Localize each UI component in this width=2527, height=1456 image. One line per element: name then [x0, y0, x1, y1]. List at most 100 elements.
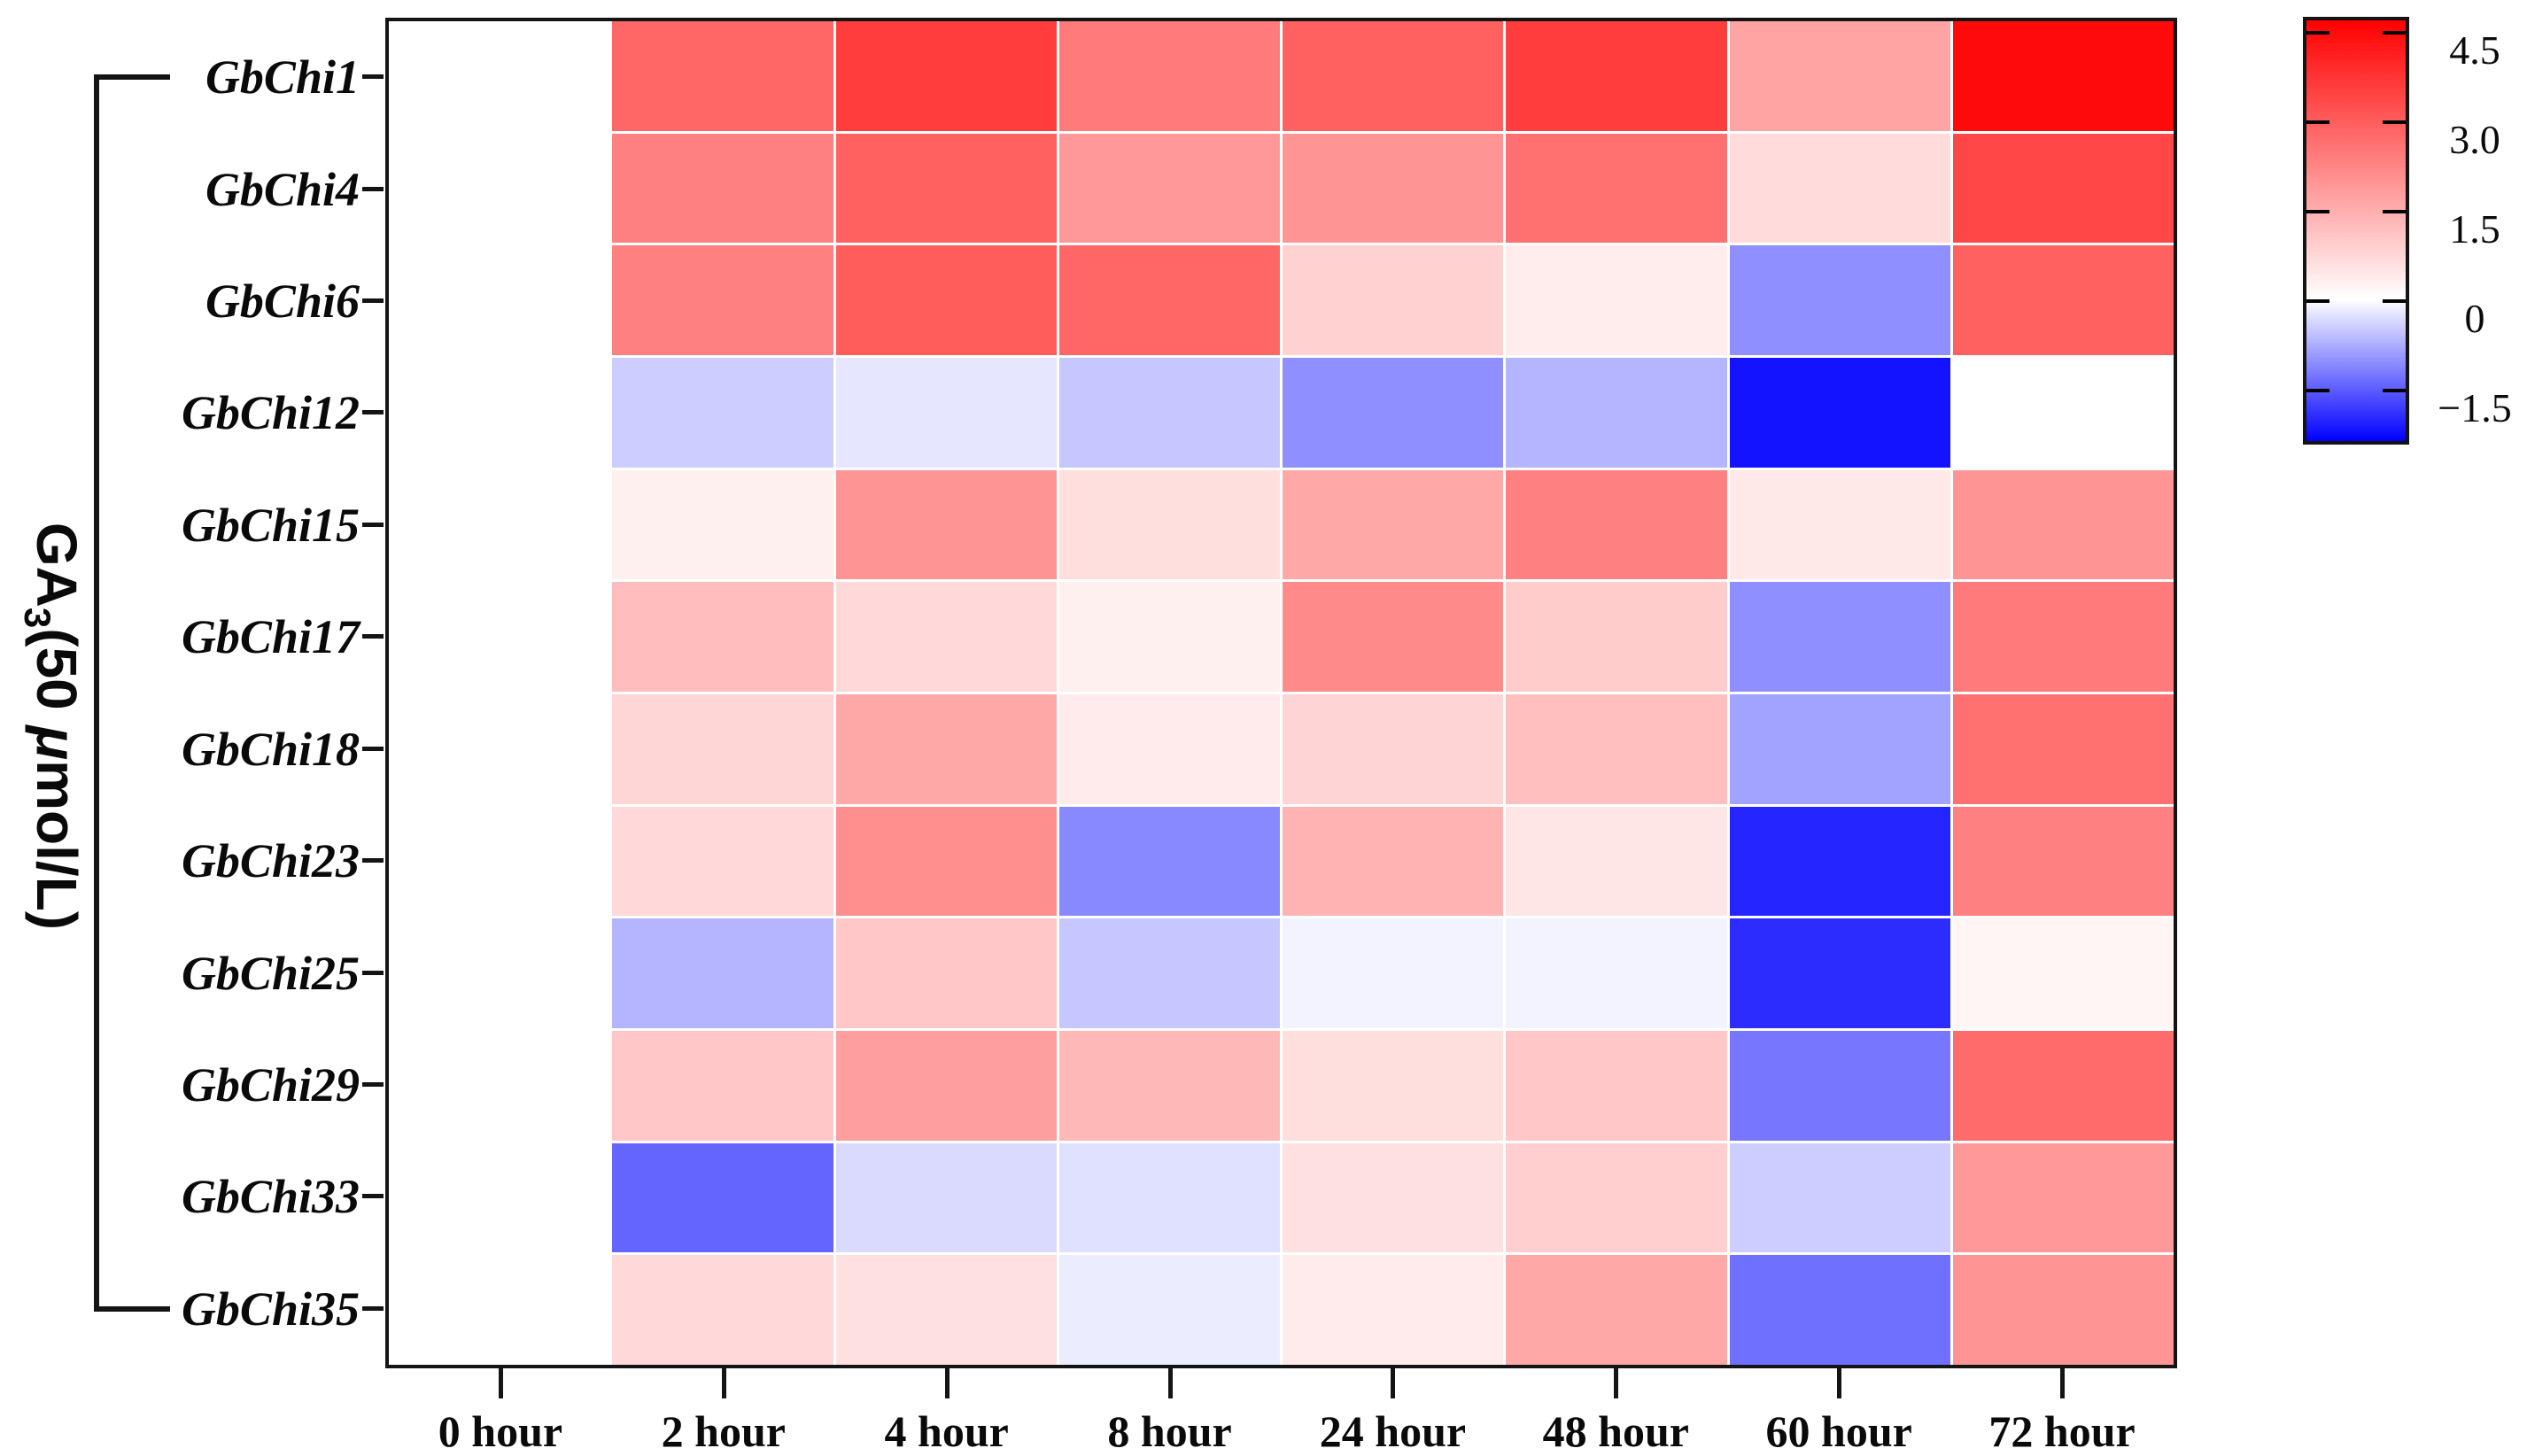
- x-axis-tick: [944, 1368, 950, 1398]
- heatmap-cell: [1506, 469, 1727, 580]
- heatmap-cell: [389, 1030, 610, 1141]
- heatmap-cell: [1729, 469, 1950, 580]
- heatmap-cell: [612, 918, 833, 1028]
- heatmap-cell: [835, 582, 1057, 692]
- x-axis-label: 60 hour: [1765, 1406, 1912, 1456]
- heatmap-cell: [1283, 469, 1504, 580]
- heatmap-cell: [389, 357, 610, 468]
- colorbar-tick: [2383, 298, 2406, 303]
- y-axis-tick: [362, 1194, 384, 1199]
- gene-label: GbChi12: [181, 386, 360, 440]
- heatmap-cell: [1283, 21, 1504, 131]
- heatmap-cell: [389, 469, 610, 580]
- heatmap-cell: [1506, 21, 1727, 131]
- x-axis-tick: [2060, 1368, 2066, 1398]
- heatmap-cell: [389, 1255, 610, 1365]
- heatmap-cell: [1058, 1142, 1280, 1253]
- heatmap-cell: [1729, 1030, 1950, 1141]
- gene-label: GbChi6: [205, 275, 360, 329]
- heatmap-cell: [835, 693, 1057, 804]
- heatmap-cell: [1729, 582, 1950, 692]
- heatmap-cell: [1058, 693, 1280, 804]
- heatmap-cell: [1952, 21, 2174, 131]
- heatmap-cell: [1283, 133, 1504, 244]
- heatmap-cell: [835, 1142, 1057, 1253]
- y-axis-tick: [362, 858, 384, 864]
- heatmap-cell: [612, 806, 833, 917]
- heatmap-cell: [835, 21, 1057, 131]
- heatmap-cell: [1952, 133, 2174, 244]
- heatmap-cell: [1729, 357, 1950, 468]
- heatmap-cell: [1058, 806, 1280, 917]
- heatmap-cell: [1952, 806, 2174, 917]
- heatmap-cell: [1506, 806, 1727, 917]
- x-axis-label: 24 hour: [1319, 1406, 1467, 1456]
- heatmap-cell: [612, 1142, 833, 1253]
- heatmap-cell: [1729, 21, 1950, 131]
- gene-label: GbChi29: [181, 1057, 360, 1111]
- heatmap-cell: [612, 21, 833, 131]
- gene-label: GbChi33: [181, 1170, 360, 1224]
- colorbar-tick: [2383, 30, 2406, 35]
- y-axis-tick: [362, 634, 384, 639]
- heatmap-cell: [1952, 1142, 2174, 1253]
- heatmap-cell: [1058, 582, 1280, 692]
- gene-label: GbChi1: [205, 50, 360, 105]
- heatmap-cell: [1506, 1142, 1727, 1253]
- x-axis-label: 0 hour: [438, 1406, 563, 1456]
- colorbar-tick: [2306, 120, 2329, 124]
- heatmap-cell: [1506, 1255, 1727, 1365]
- gene-label: GbChi17: [181, 610, 360, 664]
- colorbar-tick: [2306, 298, 2329, 303]
- colorbar-tick: [2383, 120, 2406, 124]
- x-axis-label: 4 hour: [884, 1406, 1009, 1456]
- heatmap-cell: [1058, 1030, 1280, 1141]
- heatmap-cell: [835, 918, 1057, 1028]
- heatmap-cell: [1058, 357, 1280, 468]
- heatmap-cell: [1058, 1255, 1280, 1365]
- heatmap-cell: [1506, 357, 1727, 468]
- heatmap-cell: [1058, 133, 1280, 244]
- colorbar: [2303, 17, 2409, 445]
- heatmap-cell: [835, 1030, 1057, 1141]
- heatmap-cell: [1952, 918, 2174, 1028]
- heatmap-cell: [1729, 245, 1950, 355]
- x-axis-tick: [1614, 1368, 1619, 1398]
- colorbar-tick-label: 3.0: [2449, 116, 2500, 162]
- x-axis-tick: [1837, 1368, 1842, 1398]
- heatmap-cell: [1283, 1142, 1504, 1253]
- heatmap-cell: [612, 245, 833, 355]
- heatmap-cell: [1952, 469, 2174, 580]
- heatmap-cell: [1058, 21, 1280, 131]
- y-axis-tick: [362, 298, 384, 304]
- x-axis-label: 2 hour: [661, 1406, 786, 1456]
- heatmap-cell: [1506, 693, 1727, 804]
- x-axis-tick: [721, 1368, 726, 1398]
- heatmap-cell: [1952, 1030, 2174, 1141]
- heatmap-cell: [1729, 918, 1950, 1028]
- heatmap-cell: [1283, 1030, 1504, 1141]
- heatmap-cell: [389, 133, 610, 244]
- heatmap-cell: [389, 1142, 610, 1253]
- colorbar-tick: [2306, 209, 2329, 213]
- gene-group-bracket-bottom: [94, 1306, 170, 1312]
- heatmap-cell: [1283, 582, 1504, 692]
- heatmap-cell: [1952, 1255, 2174, 1365]
- heatmap-cell: [835, 357, 1057, 468]
- heatmap-cell: [612, 582, 833, 692]
- y-axis-tick: [362, 1305, 384, 1311]
- heatmap-cell: [1729, 806, 1950, 917]
- y-axis-tick: [362, 186, 384, 191]
- y-axis-tick: [362, 522, 384, 527]
- heatmap-cell: [835, 133, 1057, 244]
- colorbar-tick-label: 0: [2464, 295, 2485, 341]
- colorbar-tick: [2306, 30, 2329, 35]
- colorbar-tick-label: −1.5: [2438, 384, 2512, 430]
- heatmap-cell: [835, 469, 1057, 580]
- heatmap-cell: [1952, 693, 2174, 804]
- heatmap-cell: [612, 469, 833, 580]
- heatmap-cell: [389, 582, 610, 692]
- heatmap-cell: [1058, 245, 1280, 355]
- heatmap-grid: [389, 21, 2174, 1365]
